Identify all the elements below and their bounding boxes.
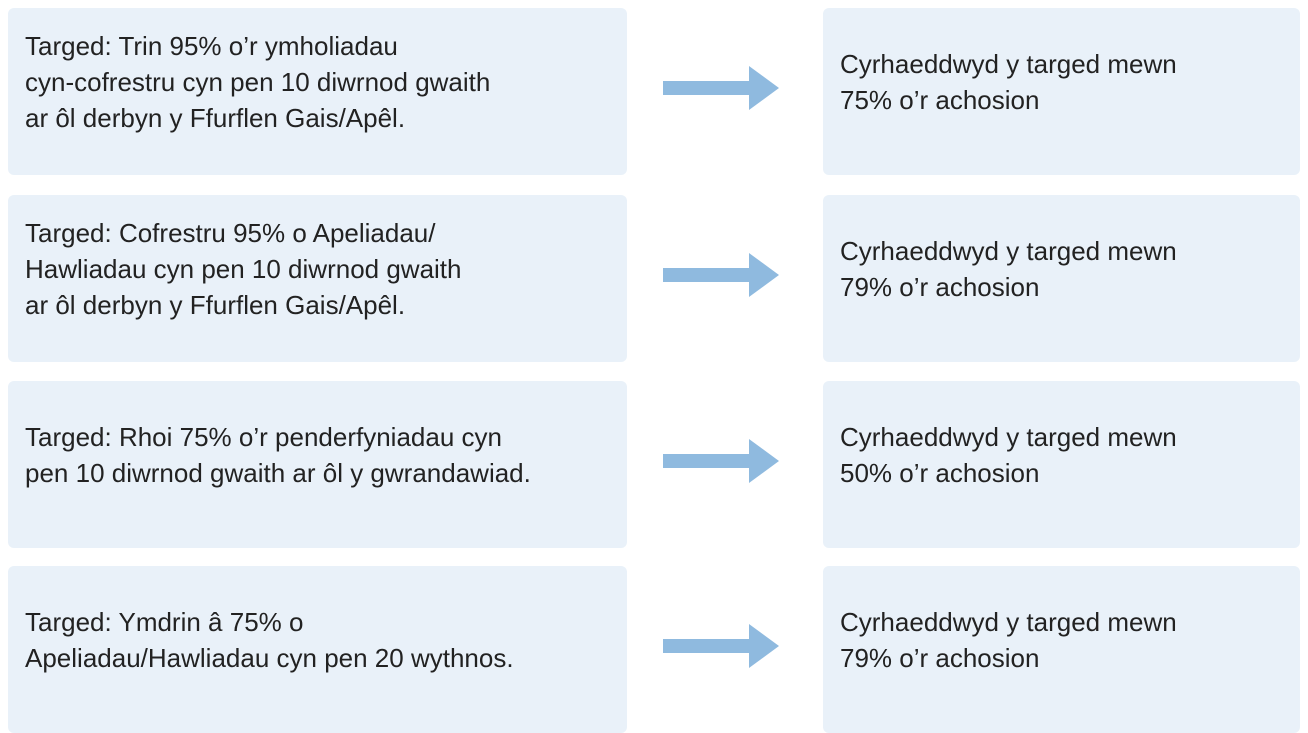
target-line: cyn-cofrestru cyn pen 10 diwrnod gwaith bbox=[25, 66, 491, 97]
target-line: ar ôl derbyn y Ffurflen Gais/Apêl. bbox=[25, 102, 406, 133]
result-line: Cyrhaeddwyd y targed mewn bbox=[840, 235, 1177, 266]
arrow bbox=[663, 439, 779, 483]
result-box: Cyrhaeddwyd y targed mewn 79% o’r achosio… bbox=[823, 195, 1300, 362]
arrow bbox=[663, 624, 779, 668]
result-box: Cyrhaeddwyd y targed mewn 79% o’r achosio… bbox=[823, 566, 1300, 733]
arrow bbox=[663, 66, 779, 110]
target-line: Targed: Trin 95% o’r ymholiadau bbox=[25, 30, 398, 61]
result-line: 79% o’r achosion bbox=[840, 271, 1040, 302]
arrow bbox=[663, 253, 779, 297]
result-line: Cyrhaeddwyd y targed mewn bbox=[840, 48, 1177, 79]
target-line: Hawliadau cyn pen 10 diwrnod gwaith bbox=[25, 253, 462, 284]
target-box: Targed: Ymdrin â 75% o Apeliadau/Hawliada… bbox=[8, 566, 627, 733]
target-box: Targed: Cofrestru 95% o Apeliadau/Hawlia… bbox=[8, 195, 627, 362]
target-box: Targed: Rhoi 75% o’r penderfyniadau cyn p… bbox=[8, 381, 627, 548]
result-line: Cyrhaeddwyd y targed mewn bbox=[840, 421, 1177, 452]
result-line: 50% o’r achosion bbox=[840, 457, 1040, 488]
result-box: Cyrhaeddwyd y targed mewn 50% o’r achosio… bbox=[823, 381, 1300, 548]
result-line: 75% o’r achosion bbox=[840, 84, 1040, 115]
result-line: Cyrhaeddwyd y targed mewn bbox=[840, 606, 1177, 637]
target-line: Targed: Ymdrin â 75% o bbox=[25, 606, 304, 637]
target-line: Targed: Rhoi 75% o’r penderfyniadau cyn bbox=[25, 421, 502, 452]
target-line: Targed: Cofrestru 95% o Apeliadau/ bbox=[25, 217, 436, 248]
target-line: pen 10 diwrnod gwaith ar ôl y gwrandawia… bbox=[25, 457, 531, 488]
target-line: Apeliadau/Hawliadau cyn pen 20 wythnos. bbox=[25, 642, 514, 673]
result-box: Cyrhaeddwyd y targed mewn 75% o’r achosio… bbox=[823, 8, 1300, 175]
result-line: 79% o’r achosion bbox=[840, 642, 1040, 673]
target-line: ar ôl derbyn y Ffurflen Gais/Apêl. bbox=[25, 289, 406, 320]
target-box: Targed: Trin 95% o’r ymholiadau cyn-cofre… bbox=[8, 8, 627, 175]
